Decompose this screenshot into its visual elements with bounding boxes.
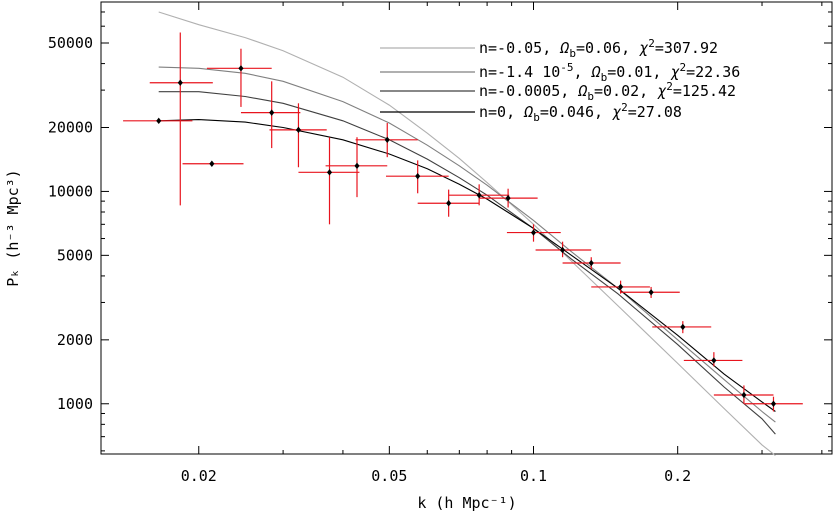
data-point [238,65,244,72]
data-point [156,117,162,125]
data-point [326,169,333,176]
data-point [177,79,183,86]
data-point [588,259,594,267]
model-curve-1 [158,11,776,457]
model-curve-4 [158,119,776,412]
legend-entry-3: n=-0.0005, Ωb=0.02, χ2=125.42 [479,80,736,103]
data-points [156,65,777,407]
y-tick-label: 1000 [57,395,93,413]
plot-frame [100,1,833,455]
y-tick-label: 50000 [48,34,93,52]
data-point [415,172,421,180]
data-point [648,289,654,296]
data-point [476,191,482,199]
data-point [711,357,717,364]
y-tick-label: 20000 [48,119,93,137]
y-tick-label: 2000 [57,331,93,349]
data-point [209,160,215,167]
x-tick-label: 0.2 [664,467,691,485]
y-tick-label: 5000 [57,246,93,264]
y-tick-label: 10000 [48,182,93,200]
model-curve-2 [158,66,776,423]
data-point [354,162,360,170]
data-point [384,136,390,144]
legend-entry-2: n=-1.4 10-5, Ωb=0.01, χ2=22.36 [479,61,740,84]
data-point [295,126,302,134]
data-point [770,400,777,407]
x-tick-label: 0.1 [520,467,547,485]
x-axis-label: k (h Mpc⁻¹) [417,494,516,512]
legend-entry-4: n=0, Ωb=0.046, χ2=27.08 [479,101,682,124]
legend: n=-0.05, Ωb=0.06, χ2=307.92n=-1.4 10-5, … [380,37,740,124]
model-curves [158,11,776,457]
data-point [741,391,747,399]
data-point [618,283,624,291]
legend-entry-1: n=-0.05, Ωb=0.06, χ2=307.92 [479,37,718,60]
x-tick-label: 0.02 [181,467,217,485]
data-point [560,246,566,254]
x-tick-label: 0.05 [371,467,407,485]
y-axis-label: Pₖ (h⁻³ Mpc³) [4,169,22,286]
x-axis-ticks: 0.02 0.05 0.1 0.2 [181,2,823,485]
y-axis-ticks: 1000 2000 5000 10000 20000 50000 [48,11,832,452]
data-point [446,200,452,207]
data-point [269,109,275,116]
data-point [680,323,686,331]
data-point [505,194,511,202]
model-curve-3 [158,91,776,435]
data-point [530,229,537,236]
